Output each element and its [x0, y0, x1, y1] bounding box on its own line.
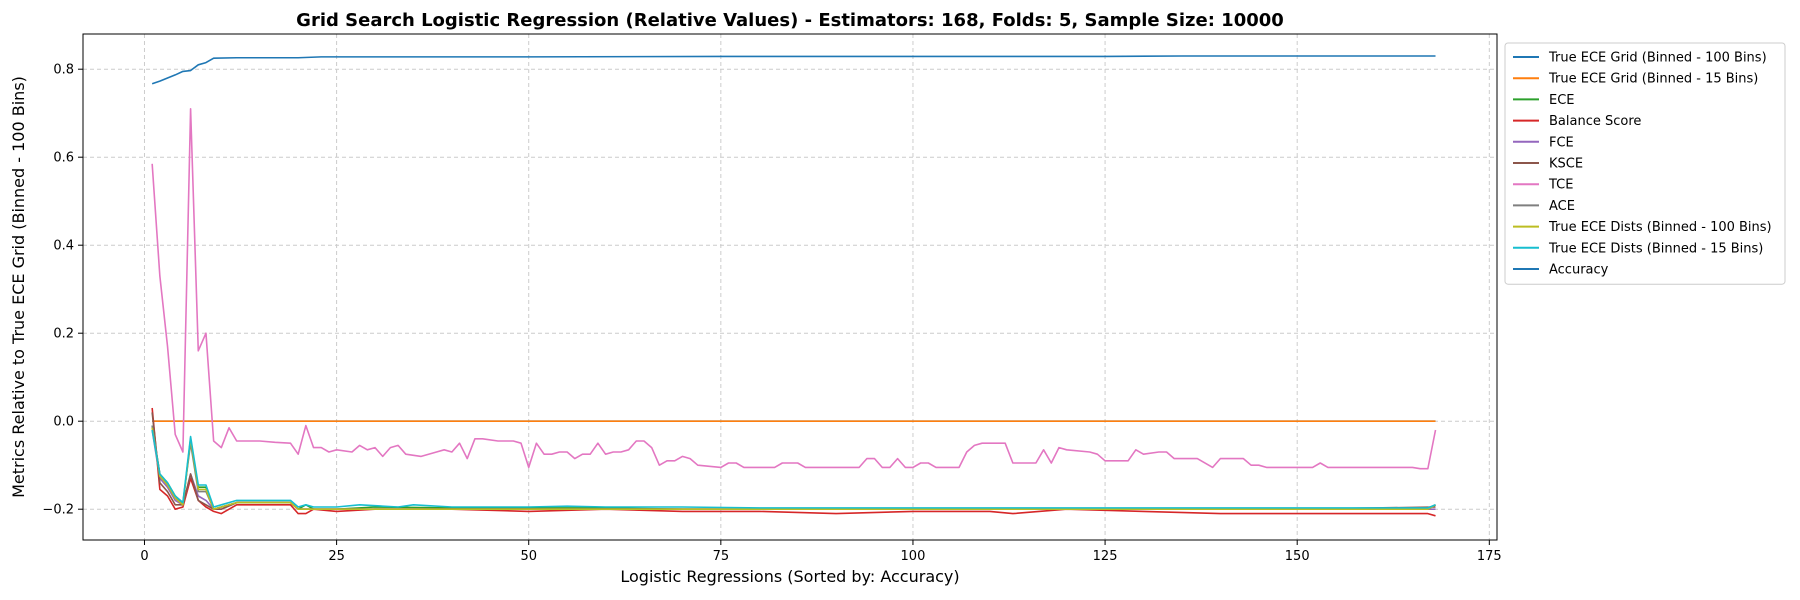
- series-line-8: [151, 427, 1436, 511]
- legend: True ECE Grid (Binned - 100 Bins) True EC…: [1504, 42, 1786, 285]
- legend-entry: True ECE Dists (Binned - 15 Bins): [1548, 241, 1763, 256]
- legend-entry: ECE: [1549, 93, 1575, 108]
- legend-box: [1504, 42, 1786, 285]
- y-axis-title: Metrics Relative to True ECE Grid (Binne…: [9, 76, 28, 498]
- axis-ticks: 0 25 50 75 100 125 150 175 −0.2 0.0 0.2 0.4 0.6 0.8: [42, 63, 1501, 564]
- y-tick-label: 0.2: [53, 327, 74, 342]
- x-tick-label: 75: [713, 549, 730, 564]
- legend-entry: True ECE Dists (Binned - 100 Bins): [1548, 220, 1772, 235]
- x-tick-label: 0: [140, 549, 148, 564]
- y-tick-label: 0.8: [53, 63, 74, 78]
- x-tick-label: 175: [1477, 549, 1502, 564]
- legend-entry: ACE: [1549, 199, 1575, 214]
- legend-entry: True ECE Grid (Binned - 100 Bins): [1548, 51, 1767, 66]
- x-tick-label: 25: [328, 549, 345, 564]
- x-tick-label: 100: [901, 549, 926, 564]
- series-line-6: [151, 108, 1437, 470]
- y-tick-label: 0.6: [53, 151, 74, 166]
- x-tick-label: 150: [1285, 549, 1310, 564]
- plot-frame: [82, 33, 1498, 541]
- legend-entry: True ECE Grid (Binned - 15 Bins): [1548, 72, 1758, 87]
- x-tick-label: 125: [1093, 549, 1118, 564]
- legend-entry: TCE: [1548, 178, 1573, 193]
- legend-entry: Accuracy: [1549, 263, 1609, 278]
- y-tick-label: −0.2: [42, 503, 74, 518]
- legend-entry: KSCE: [1549, 157, 1583, 172]
- y-tick-label: 0.4: [53, 239, 74, 254]
- series-line-10: [151, 55, 1436, 85]
- y-tick-label: 0.0: [53, 415, 74, 430]
- series-line-9: [151, 429, 1436, 509]
- legend-entry: FCE: [1549, 135, 1574, 150]
- x-tick-label: 50: [520, 549, 537, 564]
- x-axis-title: Logistic Regressions (Sorted by: Accurac…: [620, 567, 959, 586]
- chart-title: Grid Search Logistic Regression (Relativ…: [296, 10, 1284, 31]
- legend-entry: Balance Score: [1549, 114, 1641, 129]
- series-lines: [151, 55, 1437, 517]
